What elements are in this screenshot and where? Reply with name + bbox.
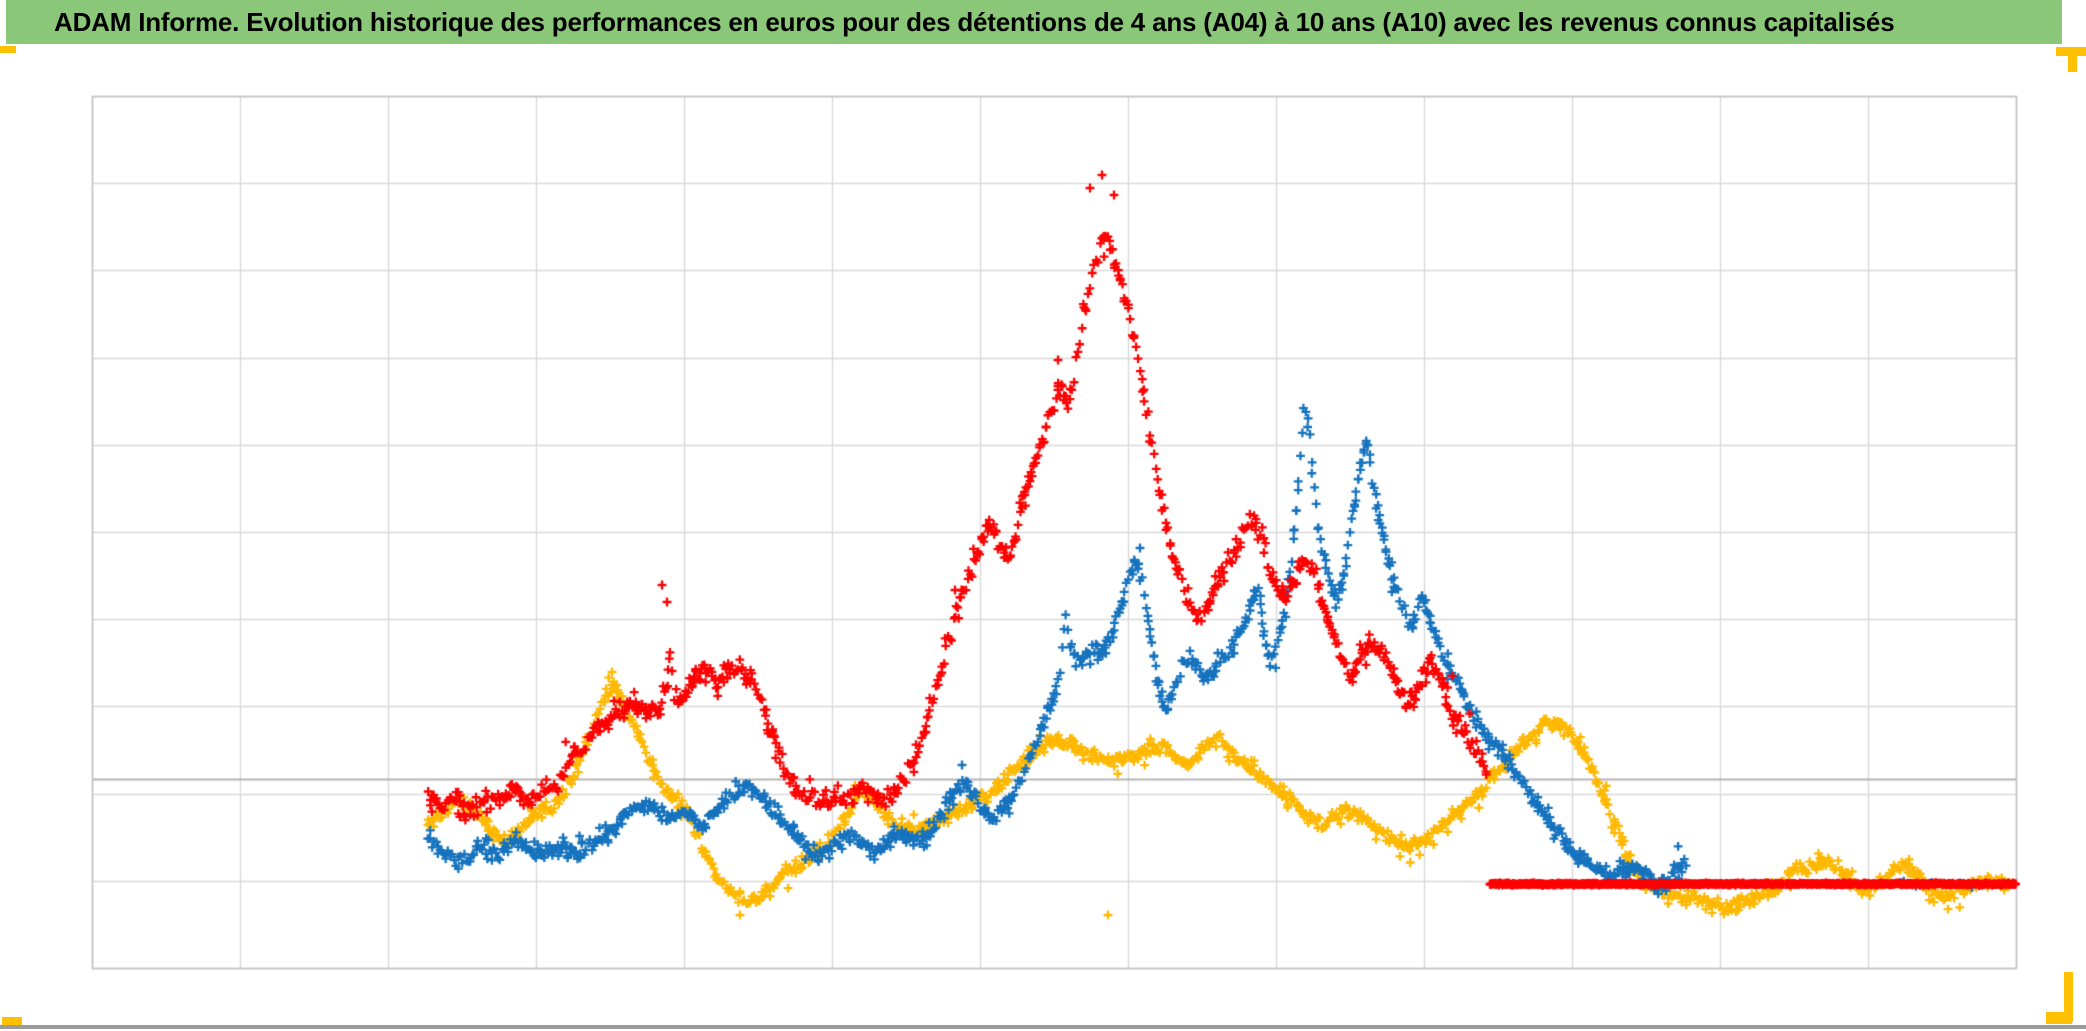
window-bottom-divider: [0, 1025, 2086, 1029]
print-area-corner-mark: [2, 1017, 22, 1027]
print-area-corner-mark: [0, 46, 16, 53]
print-area-corner-mark: [2064, 972, 2073, 1022]
chart-title-text: ADAM Informe. Evolution historique des p…: [54, 6, 1895, 37]
print-area-corner-mark: [2068, 56, 2077, 72]
chart-title-banner: ADAM Informe. Evolution historique des p…: [6, 0, 2062, 44]
print-area-corner-mark: [2056, 47, 2086, 56]
print-area-corner-mark: [2046, 1012, 2072, 1024]
